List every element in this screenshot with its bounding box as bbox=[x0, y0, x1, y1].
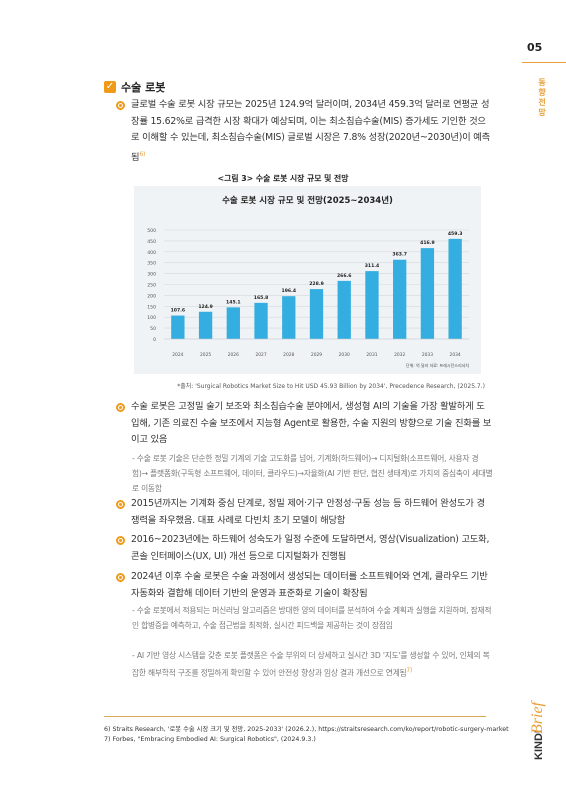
bullet-circle-icon bbox=[116, 403, 125, 412]
bar bbox=[198, 311, 213, 339]
bullet-1: 수술 로봇은 고정밀 술기 보조와 최소침습수술 분야에서, 생성형 AI의 기… bbox=[116, 399, 492, 449]
section-title: 수술 로봇 bbox=[121, 81, 166, 94]
y-tick-label: 150 bbox=[147, 304, 156, 310]
kindi-brief-logo: KINDI Brief bbox=[529, 699, 546, 760]
x-tick-label: 2028 bbox=[283, 352, 294, 358]
x-tick-label: 2025 bbox=[200, 352, 211, 358]
bar bbox=[420, 248, 435, 339]
footnote-divider bbox=[104, 716, 486, 717]
bullet-4-sub-2: - AI 기반 영상 시스템을 갖춘 로봇 플랫폼은 수술 부위의 더 상세하고… bbox=[132, 648, 493, 681]
x-tick-label: 2029 bbox=[311, 352, 322, 358]
figure-caption: <그림 3> 수술 로봇 시장 규모 및 전망 bbox=[217, 174, 349, 183]
data-label: 228.9 bbox=[309, 281, 324, 287]
chart-title: 수술 로봇 시장 규모 및 전망(2025~2034년) bbox=[222, 196, 393, 206]
bullet-circle-icon bbox=[116, 536, 125, 545]
x-tick-label: 2026 bbox=[228, 352, 239, 358]
data-label: 266.6 bbox=[337, 273, 352, 279]
sub-text: - 수술 로봇 기술은 단순한 정밀 기계의 기술 고도화를 넘어, 기계화(하… bbox=[132, 454, 493, 493]
y-tick-label: 500 bbox=[147, 228, 156, 234]
chart-unit-note: 단위: 억 달러 자료: 프레시던스리서치 bbox=[406, 362, 469, 368]
checkmark-icon: ✓ bbox=[104, 81, 116, 93]
x-tick-label: 2032 bbox=[394, 352, 405, 358]
x-tick-label: 2034 bbox=[450, 352, 461, 358]
bar bbox=[171, 315, 185, 339]
footnote-ref[interactable]: 6) bbox=[139, 150, 146, 158]
data-label: 459.3 bbox=[448, 231, 463, 237]
section-heading: ✓ 수술 로봇 bbox=[104, 79, 165, 95]
bar bbox=[226, 307, 240, 339]
side-section-label: 동향 전망 bbox=[538, 78, 546, 117]
bullet-text: 수술 로봇은 고정밀 술기 보조와 최소침습수술 분야에서, 생성형 AI의 기… bbox=[131, 401, 492, 445]
bullet-4-sub-1: - 수술 로봇에서 적용되는 머신러닝 알고리즘은 방대한 양의 데이터를 분석… bbox=[132, 603, 493, 633]
x-tick-label: 2031 bbox=[366, 352, 377, 358]
x-tick-label: 2033 bbox=[422, 352, 433, 358]
data-label: 145.1 bbox=[226, 299, 241, 305]
y-tick-label: 250 bbox=[147, 283, 156, 289]
bullet-circle-icon bbox=[116, 500, 125, 509]
sub-text: - 수술 로봇에서 적용되는 머신러닝 알고리즘은 방대한 양의 데이터를 분석… bbox=[132, 606, 492, 630]
y-tick-label: 400 bbox=[147, 250, 156, 256]
bullet-4: 2024년 이후 수술 로봇은 수술 과정에서 생성되는 데이터를 소프트웨어와… bbox=[116, 569, 492, 602]
chart-plot: 500450400350300250200150100500107.620241… bbox=[147, 228, 469, 368]
data-label: 416.9 bbox=[420, 240, 435, 246]
y-tick-label: 50 bbox=[150, 326, 156, 332]
data-label: 107.6 bbox=[171, 308, 186, 314]
bullet-circle-icon bbox=[116, 101, 125, 110]
footnote-7: 7) Forbes, "Embracing Embodied AI: Surgi… bbox=[104, 736, 316, 743]
y-tick-label: 350 bbox=[147, 261, 156, 267]
brand-script-text: Brief bbox=[529, 699, 546, 734]
y-tick-label: 0 bbox=[153, 337, 156, 343]
data-label: 363.7 bbox=[392, 252, 407, 258]
market-bar-chart: 수술 로봇 시장 규모 및 전망(2025~2034년) 500 450 400 35… bbox=[134, 186, 481, 374]
bullet-3: 2016~2023년에는 하드웨어 성숙도가 일정 수준에 도달하면서, 영상(… bbox=[116, 532, 492, 565]
side-divider bbox=[522, 62, 566, 63]
intro-text: 글로벌 수술 로봇 시장 규모는 2025년 124.9억 달러이며, 2034… bbox=[131, 99, 490, 163]
x-tick-label: 2027 bbox=[255, 352, 266, 358]
bar bbox=[309, 289, 324, 339]
bullet-circle-icon bbox=[116, 573, 125, 582]
bar bbox=[365, 271, 379, 339]
bullet-text: 2015년까지는 기계화 중심 단계로, 정밀 제어·기구 안정성·구동 성능 … bbox=[131, 498, 485, 526]
data-label: 124.9 bbox=[198, 304, 213, 310]
bar bbox=[337, 280, 351, 339]
bullet-text: 2024년 이후 수술 로봇은 수술 과정에서 생성되는 데이터를 소프트웨어와… bbox=[131, 571, 488, 599]
figure-source: *출처: 'Surgical Robotics Market Size to H… bbox=[177, 383, 485, 390]
bar bbox=[254, 302, 268, 339]
y-tick-label: 300 bbox=[147, 272, 156, 278]
bar bbox=[448, 238, 462, 339]
data-label: 196.4 bbox=[282, 288, 297, 294]
data-label: 311.4 bbox=[365, 263, 380, 269]
sub-text: - AI 기반 영상 시스템을 갖춘 로봇 플랫폼은 수술 부위의 더 상세하고… bbox=[132, 651, 490, 678]
y-tick-label: 450 bbox=[147, 239, 156, 245]
x-tick-label: 2024 bbox=[172, 352, 183, 358]
bar bbox=[282, 296, 296, 339]
bullet-1-sub: - 수술 로봇 기술은 단순한 정밀 기계의 기술 고도화를 넘어, 기계화(하… bbox=[132, 451, 493, 496]
bar bbox=[393, 259, 407, 339]
brand-bold-text: KINDI bbox=[533, 730, 545, 760]
data-label: 165.8 bbox=[254, 295, 269, 301]
footnote-ref[interactable]: 7) bbox=[406, 667, 413, 674]
page-number: 05 bbox=[527, 41, 543, 54]
intro-bullet: 글로벌 수술 로봇 시장 규모는 2025년 124.9억 달러이며, 2034… bbox=[116, 97, 492, 166]
bullet-text: 2016~2023년에는 하드웨어 성숙도가 일정 수준에 도달하면서, 영상(… bbox=[131, 534, 490, 562]
y-tick-label: 200 bbox=[147, 293, 156, 299]
footnote-6: 6) Straits Research, '로봇 수술 시장 크기 및 전망, … bbox=[104, 726, 509, 733]
bullet-2: 2015년까지는 기계화 중심 단계로, 정밀 제어·기구 안정성·구동 성능 … bbox=[116, 496, 492, 529]
x-tick-label: 2030 bbox=[339, 352, 350, 358]
y-tick-label: 100 bbox=[147, 315, 156, 321]
